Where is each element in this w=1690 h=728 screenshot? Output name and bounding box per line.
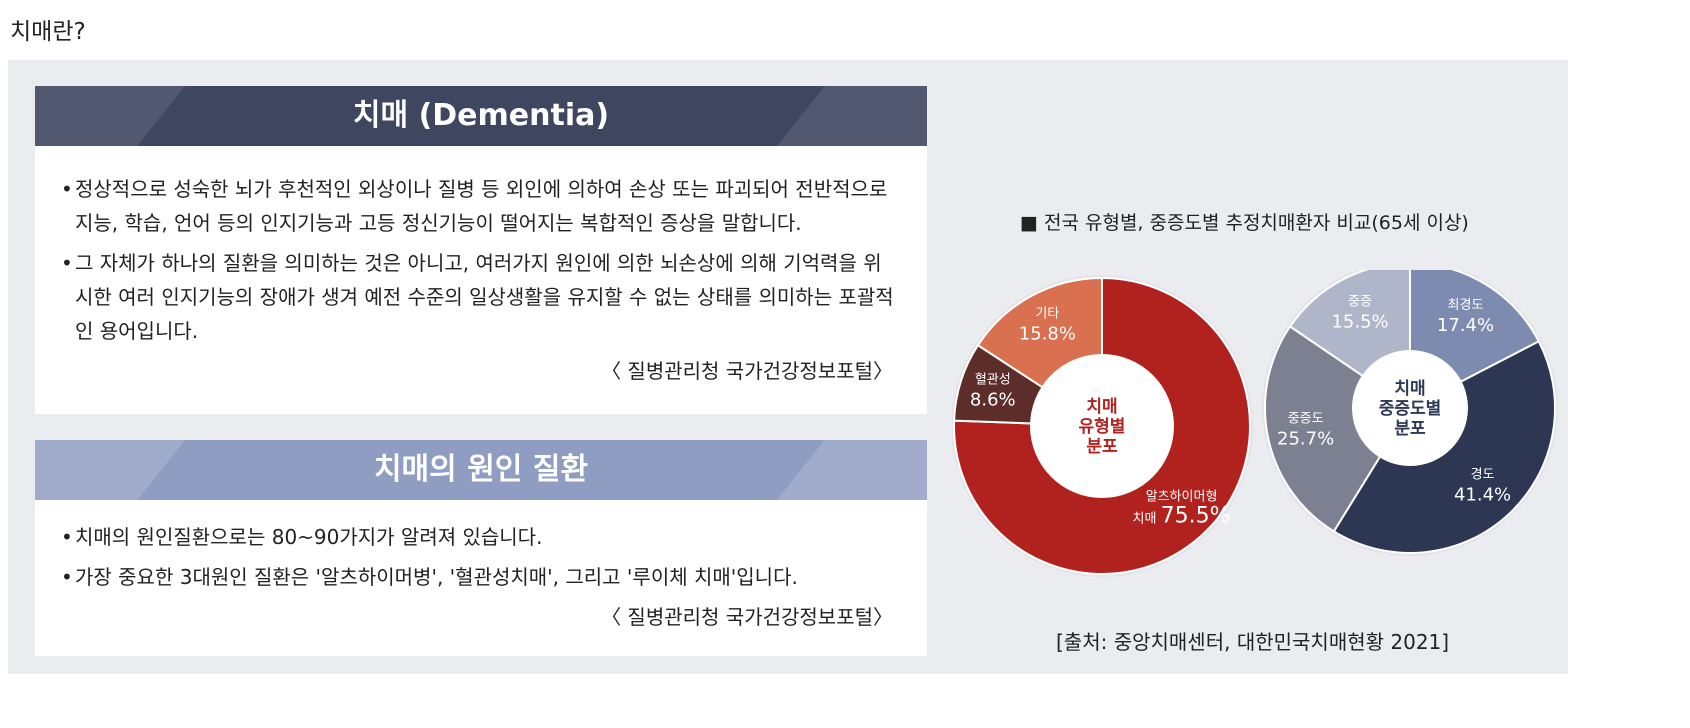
dementia-causes-body: 치매의 원인질환으로는 80~90가지가 알려져 있습니다. 가장 중요한 3대… [35, 500, 927, 634]
definition-bullet: 그 자체가 하나의 질환을 의미하는 것은 아니고, 여러가지 원인에 의한 뇌… [61, 246, 899, 348]
causes-bullet: 가장 중요한 3대원인 질환은 '알츠하이머병', '혈관성치매', 그리고 '… [61, 560, 899, 594]
page-title: 치매란? [10, 19, 86, 45]
slice-label: 알츠하이머형 [1146, 489, 1218, 504]
dementia-causes-title: 치매의 원인 질환 [373, 452, 589, 487]
slice-value-label: 8.6% [970, 389, 1016, 410]
slice-label: 중증 [1348, 295, 1372, 310]
causes-source: 〈 질병관리청 국가건강정보포털〉 [601, 605, 893, 629]
slice-value-label: 15.5% [1331, 312, 1388, 333]
dementia-definition-body: 정상적으로 성숙한 뇌가 후천적인 외상이나 질병 등 외인에 의하여 손상 또… [35, 146, 927, 388]
slice-label: 기타 [1035, 306, 1059, 321]
donut-center-label: 치매 [1086, 397, 1117, 417]
definition-source: 〈 질병관리청 국가건강정보포털〉 [601, 359, 893, 383]
slice-value-label: 25.7% [1277, 428, 1334, 449]
dementia-definition-header: 치매 (Dementia) [35, 86, 927, 146]
pie-slice [1264, 325, 1412, 533]
dementia-definition-title: 치매 (Dementia) [352, 98, 610, 133]
causes-bullet: 치매의 원인질환으로는 80~90가지가 알려져 있습니다. [61, 520, 899, 554]
donut-center-label: 중증도별 [1379, 399, 1442, 419]
donut-center-label: 분포 [1086, 437, 1118, 457]
slice-label: 혈관성 [975, 372, 1011, 387]
dementia-infographic: 치매 (Dementia) 정상적으로 성숙한 뇌가 후천적인 외상이나 질병 … [8, 60, 1568, 674]
donut-center-label: 유형별 [1079, 416, 1126, 437]
chart-source: [출처: 중앙치매센터, 대한민국치매현황 2021] [1056, 630, 1450, 654]
slice-value-label: 치매 75.5% [1133, 503, 1231, 528]
slice-value-label: 41.4% [1454, 484, 1511, 505]
dementia-causes-card: 치매의 원인 질환 치매의 원인질환으로는 80~90가지가 알려져 있습니다.… [35, 440, 927, 656]
slice-value-label: 17.4% [1437, 315, 1494, 336]
dementia-definition-card: 치매 (Dementia) 정상적으로 성숙한 뇌가 후천적인 외상이나 질병 … [35, 86, 927, 414]
slice-label: 중증도 [1288, 411, 1324, 426]
slice-value-label: 15.8% [1019, 323, 1076, 344]
donut-center-label: 분포 [1394, 419, 1426, 439]
donut-hole [1030, 354, 1174, 498]
donut-hole [1352, 350, 1468, 466]
chart-title: ■ 전국 유형별, 중증도별 추정치매환자 비교(65세 이상) [1020, 212, 1469, 234]
definition-bullet: 정상적으로 성숙한 뇌가 후천적인 외상이나 질병 등 외인에 의하여 손상 또… [61, 172, 899, 240]
slice-label: 경도 [1471, 467, 1495, 482]
dementia-causes-header: 치매의 원인 질환 [35, 440, 927, 500]
donut-center-label: 치매 [1394, 379, 1425, 399]
slice-label: 최경도 [1448, 298, 1484, 313]
